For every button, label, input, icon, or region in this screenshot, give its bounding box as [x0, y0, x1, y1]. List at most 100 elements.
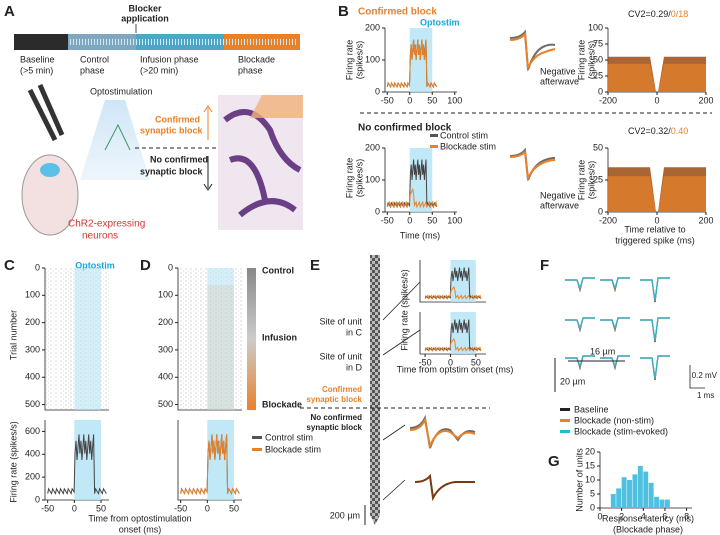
label: Blockade [238, 54, 275, 64]
y-label: (spikes/s) [354, 159, 364, 198]
label: synaptic block [140, 125, 204, 135]
label: Infusion [262, 332, 297, 342]
cv2-blockade: 0.40 [671, 126, 689, 136]
label: Control [80, 54, 109, 64]
label: No confirmed [310, 413, 362, 422]
y-tick-label: 10 [585, 474, 595, 484]
label: Confirmed [322, 385, 362, 394]
x-label: Time from optostimulation [88, 513, 191, 523]
y-tick-label: 300 [158, 344, 173, 354]
scale-label: 200 µm [330, 510, 360, 520]
waveform [565, 277, 595, 290]
legend-swatch [252, 436, 262, 439]
label: afterwave [540, 200, 579, 210]
x-tick-label: 0 [205, 503, 210, 513]
raster-blockade [207, 285, 234, 410]
scale-label: 20 µm [560, 376, 585, 386]
subtitle: Confirmed block [358, 7, 437, 18]
label: synaptic block [306, 423, 362, 432]
y-tick-label: 100 [25, 290, 40, 300]
psth-trace [386, 39, 438, 89]
x-tick-label: 50 [471, 357, 481, 367]
label: afterwave [540, 76, 579, 86]
label: Baseline [20, 54, 55, 64]
y-tick-label: 0 [375, 86, 380, 96]
neuron [104, 123, 131, 151]
panel-f: F 20 µm 16 µm 0.2 mV 1 ms [540, 257, 718, 400]
psth-trace [180, 434, 240, 496]
subtitle: No confirmed block [358, 123, 452, 134]
y-tick-label: 15 [585, 460, 595, 470]
label: synaptic block [306, 395, 362, 404]
label: ChR2-expressing [68, 219, 145, 230]
x-tick-label: 0 [407, 215, 412, 225]
panel-label: D [140, 257, 151, 274]
panel-e: E Site of unit in C Site of unit in D Co… [300, 255, 513, 525]
bar [627, 480, 632, 508]
light-beam [80, 100, 150, 180]
timeline-baseline [14, 34, 68, 50]
y-tick-label: 400 [158, 372, 173, 382]
legend-swatch [430, 145, 438, 148]
label: Site of unit [319, 316, 362, 326]
x-tick-label: 2 [619, 511, 624, 521]
waveform [640, 277, 670, 301]
optic-fiber [27, 83, 65, 142]
optostim-window [207, 420, 234, 500]
panel-label: C [4, 257, 15, 274]
y-tick-label: 20 [585, 446, 595, 456]
label: Confirmed [155, 114, 200, 124]
label: (>20 min) [140, 65, 178, 75]
panel-cd: C D Optostim Trial number Firing rate (s… [4, 257, 321, 534]
label: phase [80, 65, 105, 75]
legend-label: Blockade (stim-evoked) [574, 426, 668, 436]
scale-label: 16 µm [590, 346, 615, 356]
optostim-window [207, 268, 234, 410]
x-tick-label: 50 [96, 503, 106, 513]
label: neurons [82, 231, 118, 242]
y-label: (spikes/s) [586, 161, 596, 200]
waveform [565, 317, 595, 330]
x-tick-label: -50 [381, 95, 394, 105]
y-tick-label: 400 [25, 372, 40, 382]
x-tick-label: 4 [641, 511, 646, 521]
label: Optostim [420, 17, 460, 27]
psth-trace [424, 338, 482, 352]
waveform [509, 149, 556, 182]
legend-swatch [560, 430, 570, 433]
bar [621, 477, 627, 508]
implant [40, 163, 60, 177]
y-tick-label: 25 [593, 70, 603, 80]
label: (>5 min) [20, 65, 53, 75]
panel-label: G [548, 453, 560, 470]
x-tick-label: -200 [599, 215, 617, 225]
bar [648, 482, 654, 508]
x-label: Time from optstim onset (ms) [397, 364, 514, 374]
legend-label: Control stim [265, 432, 313, 442]
bar [610, 494, 616, 508]
label: Negative [540, 190, 576, 200]
y-label: Firing rate (spikes/s) [8, 421, 18, 503]
legend-swatch [560, 419, 570, 422]
cv2-control: CV2=0.32/ [628, 126, 671, 136]
panel-g: G Number of units Response latency (ms) … [548, 448, 694, 535]
y-label: (spikes/s) [586, 41, 596, 80]
waveform [640, 317, 670, 341]
waveform [640, 355, 670, 379]
y-tick-label: 0 [598, 86, 603, 96]
y-label: Firing rate [576, 40, 586, 81]
label: application [121, 13, 169, 23]
x-tick-label: -50 [174, 503, 187, 513]
y-label: Firing rate (spikes/s) [399, 269, 409, 351]
infusion-zone [250, 95, 303, 118]
timeline-control [68, 34, 136, 50]
waveform [414, 473, 475, 502]
acg [608, 176, 706, 212]
arrow [203, 156, 213, 191]
bar [659, 499, 665, 508]
y-tick-label: 50 [593, 54, 603, 64]
x-tick-label: -50 [41, 503, 54, 513]
label: Control [262, 265, 294, 275]
legend-label: Baseline [574, 404, 609, 414]
cv2: CV2=0.29/0/18 [628, 9, 688, 19]
